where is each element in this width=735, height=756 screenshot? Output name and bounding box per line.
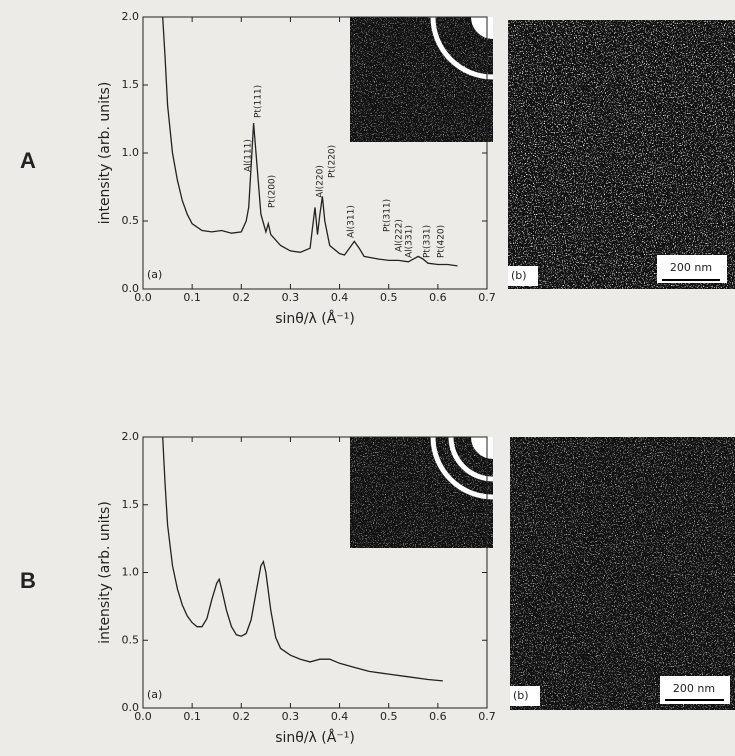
x-tick-label: 0.3 (282, 291, 300, 304)
x-tick-label: 0.7 (478, 291, 496, 304)
y-tick-label: 0.5 (122, 633, 140, 646)
peak-label: Pt(311) (383, 199, 393, 232)
peak-label: Al(331) (405, 225, 415, 258)
x-axis-label: sinθ/λ (Å⁻¹) (275, 310, 355, 327)
y-axis-label: intensity (arb. units) (97, 82, 113, 225)
peak-label: Pt(420) (437, 225, 447, 258)
y-tick-label: 1.0 (122, 566, 140, 579)
image-label: (b) (513, 689, 529, 702)
y-tick-label: 1.5 (122, 78, 140, 91)
x-tick-label: 0.3 (282, 710, 300, 723)
y-tick-label: 0.0 (122, 701, 140, 714)
peak-label: Pt(111) (254, 85, 264, 118)
plot-label: (a) (147, 688, 162, 701)
scale-bar-label: 200 nm (670, 261, 712, 274)
peak-label: Al(111) (244, 139, 254, 172)
x-tick-label: 0.5 (380, 291, 398, 304)
peak-label: Pt(220) (328, 145, 338, 178)
peak-label: Al(222) (395, 219, 405, 252)
x-tick-label: 0.2 (233, 291, 251, 304)
y-tick-label: 2.0 (122, 430, 140, 443)
y-tick-label: 1.0 (122, 146, 140, 159)
image-label: (b) (511, 269, 527, 282)
x-tick-label: 0.1 (183, 710, 201, 723)
panel-letter: A (20, 148, 36, 173)
x-tick-label: 0.4 (331, 291, 349, 304)
micrograph (508, 20, 735, 710)
x-tick-label: 0.0 (134, 710, 152, 723)
x-tick-label: 0.6 (429, 291, 447, 304)
y-tick-label: 1.5 (122, 498, 140, 511)
scale-bar-label: 200 nm (673, 682, 715, 695)
y-tick-label: 2.0 (122, 10, 140, 23)
x-tick-label: 0.1 (183, 291, 201, 304)
x-tick-label: 0.0 (134, 291, 152, 304)
x-tick-label: 0.2 (233, 710, 251, 723)
data-line (162, 436, 443, 682)
data-line (162, 16, 458, 267)
plot-label: (a) (147, 268, 162, 281)
peak-label: Al(220) (316, 165, 326, 198)
x-tick-label: 0.6 (429, 710, 447, 723)
y-tick-label: 0.0 (122, 282, 140, 295)
x-axis-label: sinθ/λ (Å⁻¹) (275, 729, 355, 746)
panel-letter: B (20, 568, 36, 593)
y-tick-label: 0.5 (122, 214, 140, 227)
y-axis-label: intensity (arb. units) (97, 501, 113, 644)
x-tick-label: 0.4 (331, 710, 349, 723)
peak-label: Al(311) (347, 205, 357, 238)
diffraction-inset (350, 17, 493, 548)
peak-label: Pt(200) (268, 175, 278, 208)
x-tick-label: 0.5 (380, 710, 398, 723)
x-tick-label: 0.7 (478, 710, 496, 723)
peak-label: Pt(331) (423, 225, 433, 258)
